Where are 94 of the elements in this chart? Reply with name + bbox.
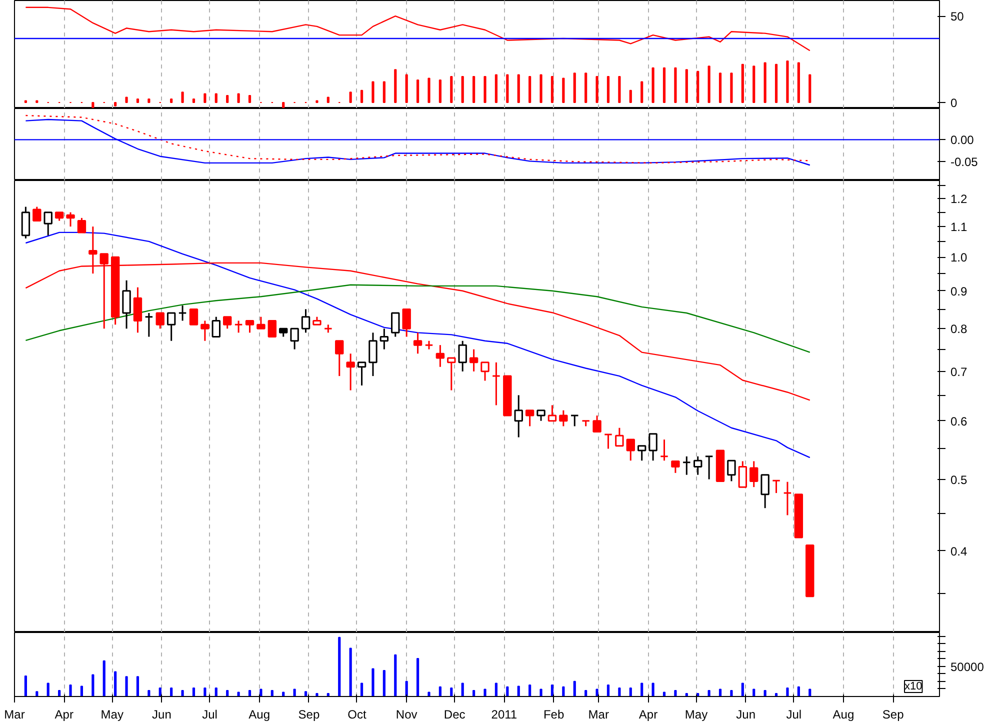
candlestick <box>480 362 490 382</box>
y-tick-label: 1.2 <box>950 192 968 206</box>
candlestick <box>750 460 758 488</box>
candlestick <box>469 348 478 372</box>
x-tick-label: Mar <box>4 708 25 722</box>
candlestick <box>256 316 266 330</box>
candlestick <box>738 460 748 488</box>
candlestick <box>682 456 691 476</box>
candlestick <box>727 460 736 482</box>
y-tick-label: 0.6 <box>950 414 968 428</box>
candlestick <box>436 344 445 368</box>
candlestick <box>492 362 501 406</box>
candlestick <box>144 312 154 338</box>
candlestick <box>637 445 646 462</box>
candlestick <box>133 286 142 334</box>
candlestick <box>66 212 75 228</box>
x-tick-label: Oct <box>348 708 367 722</box>
candlestick <box>772 480 781 494</box>
candlestick <box>693 456 702 476</box>
candlestick <box>570 414 579 427</box>
candlestick <box>268 320 277 338</box>
candlestick <box>77 217 86 234</box>
candlestick <box>189 308 198 326</box>
candlestick <box>604 434 613 450</box>
candlestick <box>122 280 131 330</box>
y-tick-label: 0 <box>950 96 958 110</box>
candlestick <box>200 320 210 342</box>
candlestick <box>245 320 254 334</box>
x-tick-label: May <box>684 708 708 722</box>
x-tick-label: Sep <box>298 708 320 722</box>
candlestick <box>32 206 42 222</box>
x-tick-label: Jul <box>202 708 218 722</box>
y-tick-label: 0.00 <box>950 133 974 148</box>
candlestick <box>536 410 546 422</box>
candlestick <box>704 456 714 480</box>
candlestick <box>391 312 400 338</box>
y-tick-label: 0.9 <box>950 284 968 298</box>
candlestick <box>222 316 232 330</box>
line-series <box>25 284 810 353</box>
candlestick <box>783 481 792 516</box>
candlestick <box>648 433 658 462</box>
y-tick-label: 0.7 <box>950 364 968 379</box>
line-series <box>25 6 810 52</box>
x-tick-label: Sep <box>882 708 904 722</box>
candlestick <box>178 304 187 322</box>
y-tick-label: 50000 <box>950 660 984 674</box>
candlestick <box>447 357 456 392</box>
candlestick <box>402 308 411 338</box>
x-tick-label: 2011 <box>491 708 518 722</box>
candlestick <box>413 332 422 354</box>
y-tick-label: 50 <box>950 10 964 24</box>
candlestick <box>615 427 624 447</box>
candlestick <box>156 312 164 330</box>
annotation: x10 <box>904 680 922 692</box>
candlestick <box>626 438 635 462</box>
x-tick-label: Jun <box>736 708 756 722</box>
x-tick-label: Feb <box>543 708 564 722</box>
y-tick-label: 1.0 <box>950 250 968 265</box>
candlestick <box>166 312 176 342</box>
y-tick-label: 0.8 <box>950 322 968 336</box>
candlestick <box>357 362 366 386</box>
x-tick-label: Apr <box>54 708 74 722</box>
candlestick <box>234 320 243 334</box>
candlestick <box>559 410 568 427</box>
y-tick-label: 1.1 <box>950 220 968 234</box>
x-tick-label: Jun <box>152 708 172 722</box>
candlestick <box>760 474 770 509</box>
candlestick <box>335 340 344 377</box>
y-tick-label: 0.5 <box>950 472 968 487</box>
x-tick-label: Mar <box>588 708 609 722</box>
candlestick <box>21 206 30 240</box>
candlestick <box>660 438 669 462</box>
candlestick <box>380 328 389 350</box>
x-tick-label: Apr <box>638 708 658 722</box>
candlestick <box>44 212 52 236</box>
x-tick-label: Dec <box>444 708 466 722</box>
x-tick-label: May <box>100 708 124 722</box>
candlestick <box>592 414 602 432</box>
candlestick <box>346 352 355 392</box>
candlestick <box>548 404 557 422</box>
candlestick <box>671 460 680 474</box>
candlestick <box>290 328 299 350</box>
candlestick <box>514 394 523 438</box>
candlestick <box>301 308 310 334</box>
y-tick-label: 0.4 <box>950 544 968 558</box>
x-tick-label: Nov <box>396 708 418 722</box>
x-tick-label: Jul <box>786 708 802 722</box>
candlestick <box>458 340 467 372</box>
y-tick-label: -0.05 <box>950 155 978 170</box>
candlestick <box>212 316 220 338</box>
x-tick-label: Aug <box>832 708 854 722</box>
x-tick-label: Aug <box>248 708 270 722</box>
candlestick <box>525 410 534 427</box>
candlestick <box>368 332 378 377</box>
